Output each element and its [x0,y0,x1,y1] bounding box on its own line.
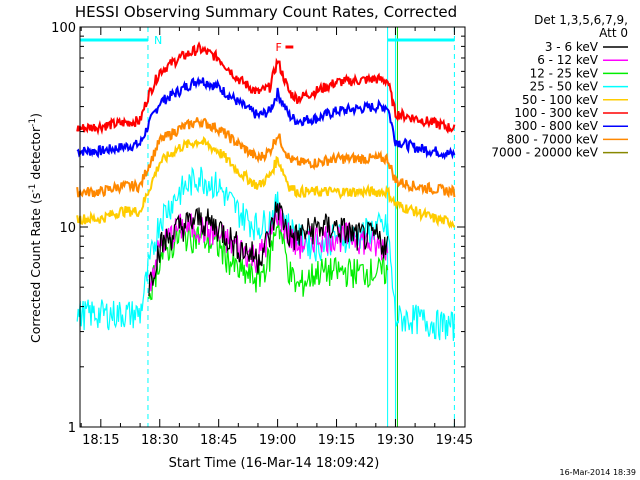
plot-area [76,27,456,427]
y-label-sup-3: -1 [28,118,38,127]
flag-label-0: N [154,34,162,47]
y-label-part-4: ) [28,113,43,118]
series-line-4 [76,136,456,229]
legend-header-line-1: Det 1,3,5,6,7,9, [534,13,628,27]
x-tick-label-2: 18:45 [200,433,237,448]
series-line-6 [76,76,456,161]
legend-label-3: 25 - 50 keV [530,80,599,94]
legend-label-4: 50 - 100 keV [522,93,599,107]
x-axis-label: Start Time (16-Mar-14 18:09:42) [169,456,380,471]
flag-label-2: F [275,41,281,54]
legend-label-6: 300 - 800 keV [514,119,598,133]
legend-label-8: 7000 - 20000 keV [491,146,598,160]
series-line-0 [148,201,389,297]
legend-label-1: 6 - 12 keV [537,53,599,67]
series-line-1 [148,204,389,292]
legend-label-2: 12 - 25 keV [530,66,599,80]
x-axis: 18:15 18:30 18:45 19:00 19:15 19:30 19:45 [80,27,473,448]
y-label-part-2: detector [28,126,43,184]
x-tick-label-5: 19:30 [377,433,414,448]
footer-timestamp: 16-Mar-2014 18:39 [560,468,637,477]
flag-bars: NF [80,34,455,54]
y-tick-label-0: 1 [68,421,76,436]
legend-label-0: 3 - 6 keV [545,40,599,54]
y-label-sup-1: -1 [28,184,38,193]
chart-title: HESSI Observing Summary Count Rates, Cor… [75,3,457,21]
y-label-part-0: Corrected Count Rate (s [28,193,43,343]
y-tick-label-1: 10 [59,221,76,236]
x-tick-label-0: 18:15 [82,433,119,448]
series-line-7 [76,117,456,199]
y-axis: 1 10 100 [51,21,465,436]
legend-header-line-2: Att 0 [599,26,628,40]
legend-label-5: 100 - 300 keV [514,106,598,120]
x-tick-label-3: 19:00 [259,433,296,448]
x-tick-label-6: 19:45 [436,433,473,448]
series-line-5 [76,41,456,136]
legend-label-7: 800 - 7000 keV [507,132,599,146]
x-tick-label-4: 19:15 [318,433,355,448]
y-axis-label: Corrected Count Rate (s-1 detector-1) [28,113,43,343]
y-tick-label-2: 100 [51,21,76,36]
x-tick-label-1: 18:30 [141,433,178,448]
